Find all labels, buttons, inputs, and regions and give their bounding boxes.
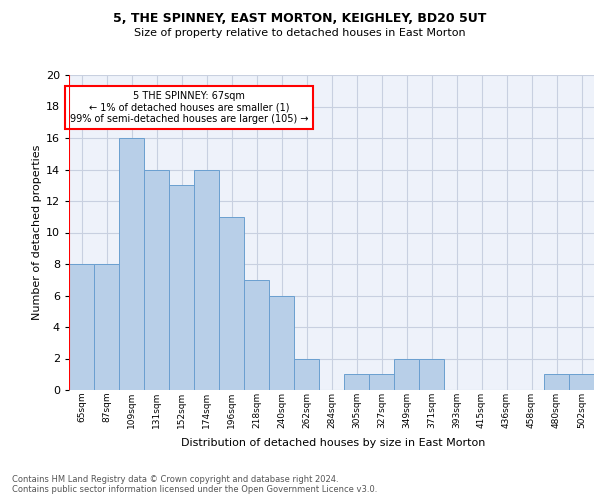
Text: Distribution of detached houses by size in East Morton: Distribution of detached houses by size …	[181, 438, 485, 448]
Bar	[569, 374, 594, 390]
Text: Size of property relative to detached houses in East Morton: Size of property relative to detached ho…	[134, 28, 466, 38]
Bar	[344, 374, 369, 390]
Bar	[269, 296, 294, 390]
Text: Contains public sector information licensed under the Open Government Licence v3: Contains public sector information licen…	[12, 485, 377, 494]
Text: 5, THE SPINNEY, EAST MORTON, KEIGHLEY, BD20 5UT: 5, THE SPINNEY, EAST MORTON, KEIGHLEY, B…	[113, 12, 487, 26]
Bar	[394, 358, 419, 390]
Bar	[144, 170, 169, 390]
Bar	[119, 138, 144, 390]
Y-axis label: Number of detached properties: Number of detached properties	[32, 145, 41, 320]
Bar	[94, 264, 119, 390]
Bar	[219, 217, 244, 390]
Bar	[544, 374, 569, 390]
Bar	[169, 185, 194, 390]
Bar	[69, 264, 94, 390]
Text: Contains HM Land Registry data © Crown copyright and database right 2024.: Contains HM Land Registry data © Crown c…	[12, 475, 338, 484]
Bar	[419, 358, 444, 390]
Text: 5 THE SPINNEY: 67sqm
← 1% of detached houses are smaller (1)
99% of semi-detache: 5 THE SPINNEY: 67sqm ← 1% of detached ho…	[70, 91, 308, 124]
Bar	[194, 170, 219, 390]
Bar	[294, 358, 319, 390]
Bar	[369, 374, 394, 390]
Bar	[244, 280, 269, 390]
